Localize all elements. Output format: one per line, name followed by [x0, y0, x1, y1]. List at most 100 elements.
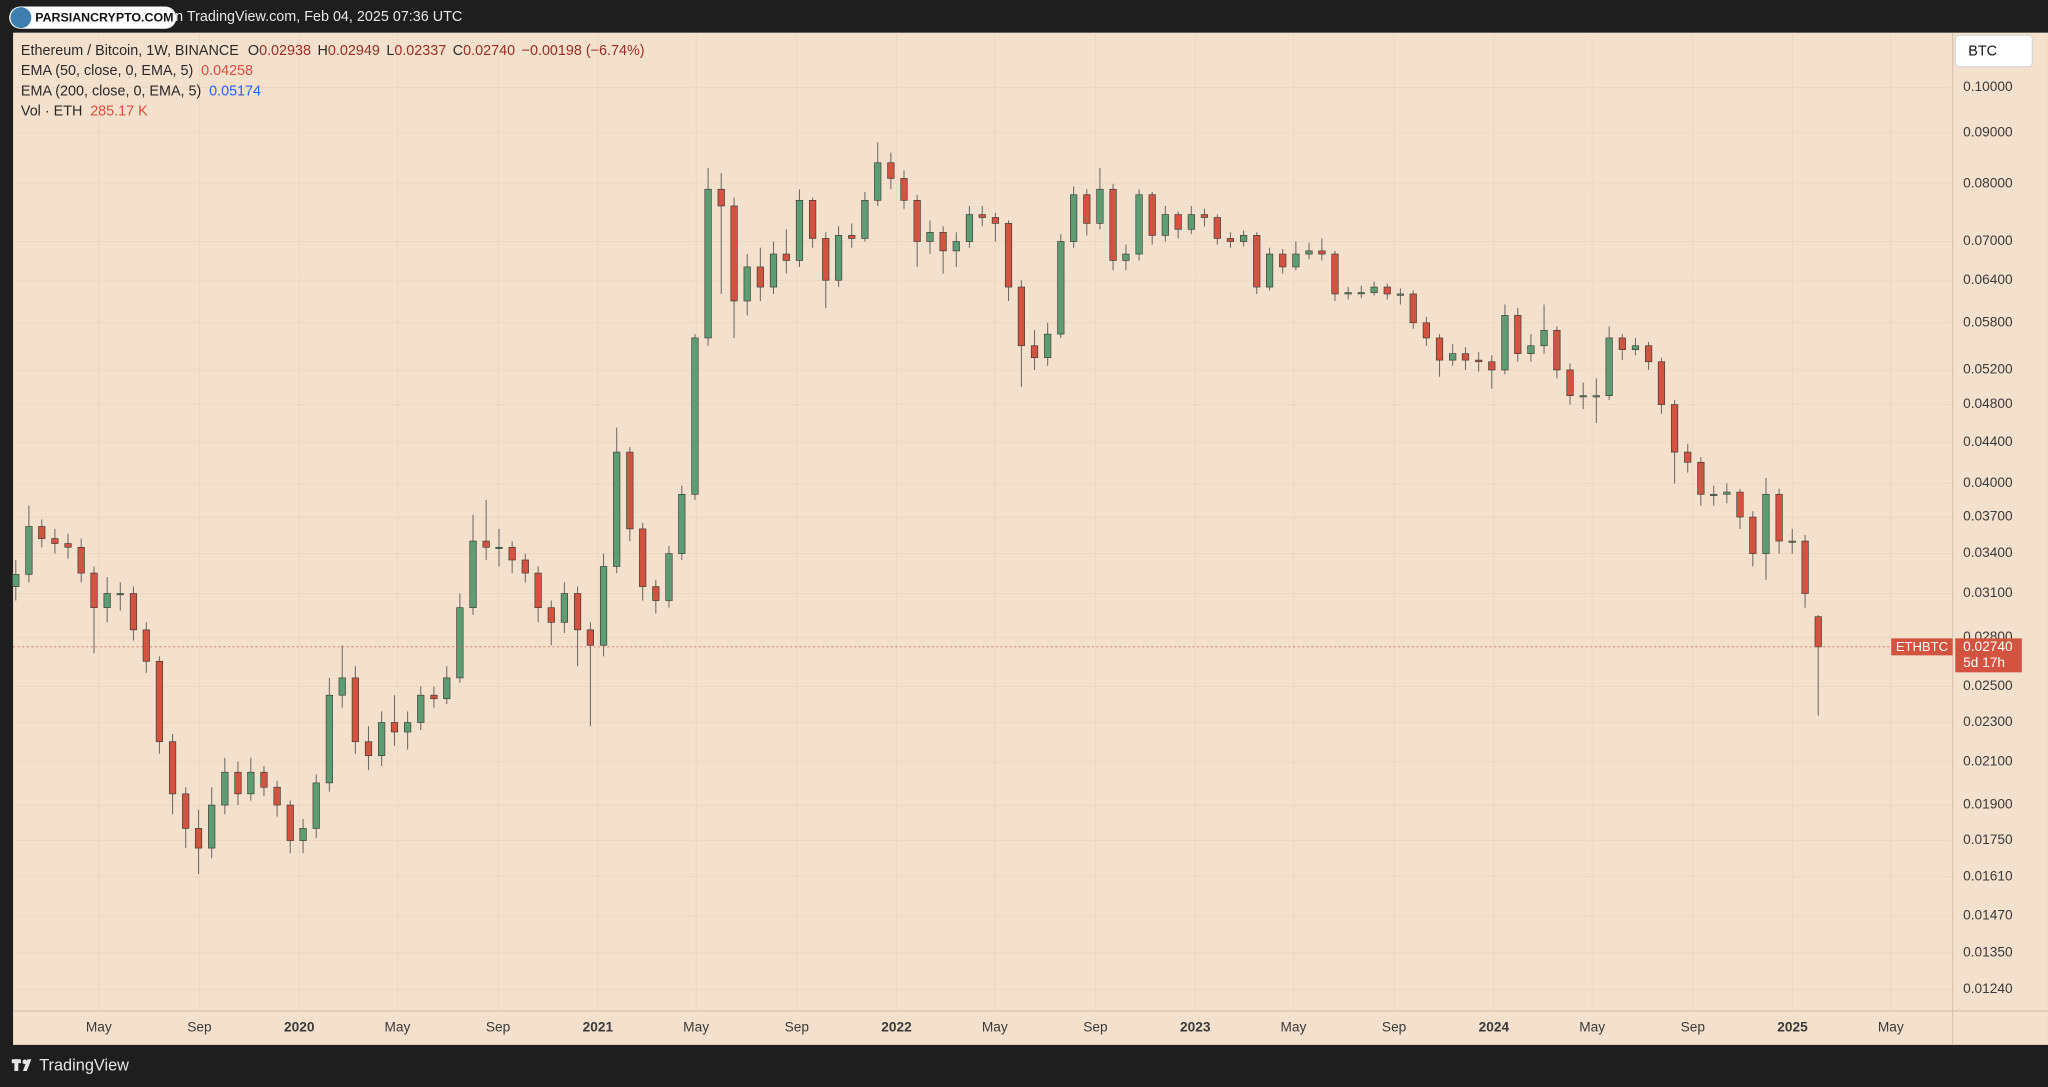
candle-body [1697, 461, 1705, 495]
candle-body [1331, 253, 1339, 295]
candle-body [1422, 322, 1430, 339]
candle-body [273, 786, 281, 806]
candle-body [1226, 238, 1235, 242]
symbol-tag [1891, 638, 1953, 656]
candle-body [142, 629, 150, 662]
x-tick-label: May [1579, 1020, 1605, 1035]
candle-body [495, 546, 503, 549]
candle-body [1396, 293, 1404, 296]
candle-body [77, 546, 85, 574]
symbol-tag-label: ETHBTC [1896, 639, 1948, 654]
candle-body [965, 214, 974, 242]
candle-body [586, 629, 594, 646]
candle-body [678, 493, 686, 554]
ohlc-value: 0.02740 [463, 43, 515, 59]
candle-body [939, 232, 947, 252]
candle-body [926, 232, 934, 242]
candle-body [378, 722, 386, 757]
x-tick-label: 2024 [1479, 1020, 1510, 1035]
y-tick-label: 0.03100 [1963, 585, 2013, 600]
candle-body [234, 771, 242, 795]
candle-body [1161, 214, 1169, 236]
button-label[interactable]: BTC [1968, 43, 1997, 59]
candle-body [208, 804, 216, 849]
candle-body [1553, 329, 1561, 371]
x-tick-label: May [1878, 1020, 1904, 1035]
candle-body [116, 593, 124, 596]
candle-body [1657, 361, 1666, 405]
candle-body [103, 593, 111, 609]
candle-body [756, 266, 764, 288]
badge-icon [10, 7, 32, 29]
currency-button[interactable]: BTC [1954, 34, 2033, 68]
candle-body [1644, 345, 1653, 363]
legend-main: Ethereum / Bitcoin, 1W, BINANCE O0.02938 H… [21, 43, 645, 59]
x-tick-label: 2020 [284, 1020, 315, 1035]
candle-body [456, 607, 464, 679]
candle-body [1305, 250, 1313, 255]
candle-body [991, 217, 999, 224]
button-bg[interactable] [1954, 34, 2033, 68]
candle-body [599, 566, 608, 646]
candle-body [1213, 217, 1221, 239]
ohlc-value: 0.02938 [259, 43, 311, 59]
symbol-title: Ethereum / Bitcoin, 1W, BINANCE [21, 43, 239, 59]
ohlc-label: H [318, 43, 328, 59]
candle-body [665, 553, 673, 601]
footer-brand-name: TradingView [39, 1057, 129, 1075]
ohlc-label: L [386, 43, 394, 59]
ohlc-label: O [248, 43, 259, 59]
candle-body [1265, 253, 1274, 288]
candle-body [952, 241, 960, 252]
indicator-name: Vol · ETH [21, 103, 82, 119]
ohlc-value: 0.02337 [394, 43, 446, 59]
y-tick-label: 0.05800 [1963, 314, 2013, 329]
y-tick-label: 0.08000 [1963, 175, 2013, 190]
candle-body [704, 188, 712, 339]
candle-body [1605, 337, 1613, 396]
candle-body [155, 660, 164, 743]
candle-body [1409, 293, 1417, 324]
candle-body [743, 266, 751, 302]
indicator-name: EMA (200, close, 0, EMA, 5) [21, 83, 201, 99]
candle-body [1017, 286, 1025, 347]
candle-body [1370, 286, 1378, 293]
candle-body [1514, 315, 1522, 354]
x-tick-label: May [982, 1020, 1008, 1035]
candle-body [1030, 345, 1039, 359]
candle-body [1135, 194, 1143, 255]
candle-body [1449, 353, 1457, 361]
candle-body [1435, 337, 1444, 361]
x-tick-label: May [683, 1020, 709, 1035]
candle-body [64, 543, 72, 548]
y-tick-label: 0.02100 [1963, 753, 2013, 768]
candle-body [848, 235, 856, 239]
candle-body [1318, 250, 1326, 255]
candle-body [1083, 194, 1091, 224]
candle-body [364, 741, 373, 757]
candle-body [795, 200, 804, 261]
candle-body [560, 593, 569, 623]
candle-body [1292, 253, 1300, 268]
y-tick-label: 0.03400 [1963, 545, 2013, 560]
candle-body [1618, 337, 1626, 351]
candle-body [430, 694, 438, 700]
candle-body [1684, 451, 1692, 463]
plot-area: 0.10000 0.09000 0.08000 0.07000 0.06400 0.058… [12, 32, 2022, 1035]
x-tick-label: May [86, 1020, 112, 1035]
candle-body [1174, 214, 1182, 230]
indicator-value: 0.04258 [201, 63, 253, 79]
candle-body [900, 178, 908, 201]
y-tick-label: 0.01470 [1963, 908, 2013, 923]
chart-background [13, 32, 2048, 1045]
candle-body [613, 451, 621, 567]
candle-body [325, 694, 333, 784]
candle-body [1383, 286, 1391, 295]
brand: PARSIANCRYPTO.COM [35, 11, 173, 25]
candle-body [338, 677, 346, 696]
candle-body [1540, 329, 1548, 347]
candle-body [809, 200, 817, 239]
candle-body [1723, 491, 1731, 495]
